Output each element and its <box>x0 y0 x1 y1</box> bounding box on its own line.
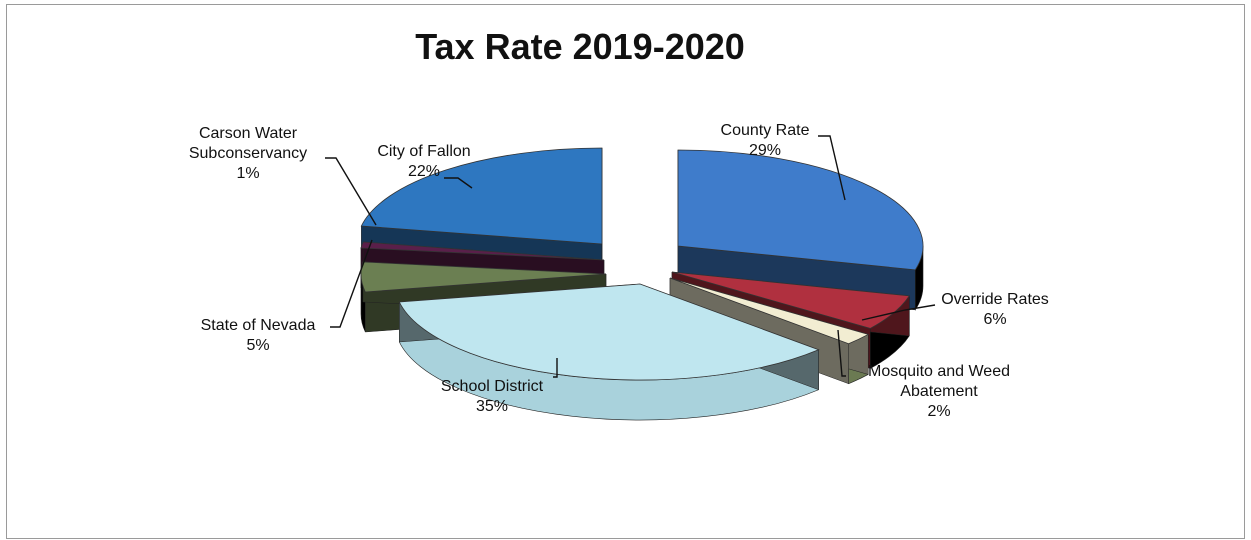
slice-top-county-rate <box>677 149 924 271</box>
slice-label-carson-water-subconservancy: Carson Water Subconservancy 1% <box>189 125 307 182</box>
slice-top-city-of-fallon <box>360 147 603 245</box>
leader-line-state-of-nevada <box>330 239 373 328</box>
leader-line-mosquito-and-weed-abatement <box>837 329 846 377</box>
slice-label-county-rate: County Rate 29% <box>721 122 810 159</box>
chart-title: Tax Rate 2019-2020 <box>415 26 745 67</box>
slice-label-mosquito-and-weed-abatement: Mosquito and Weed Abatement 2% <box>868 363 1010 420</box>
leader-lines <box>325 135 936 378</box>
slice-label-state-of-nevada: State of Nevada 5% <box>201 317 316 354</box>
slice-school-district <box>398 283 820 421</box>
slice-label-city-of-fallon: City of Fallon 22% <box>377 143 470 180</box>
slice-labels: County Rate 29% Override Rates 6% Mosquito a… <box>189 122 1049 420</box>
leader-line-county-rate <box>818 135 846 201</box>
chart-frame <box>6 4 1245 539</box>
slice-label-override-rates: Override Rates 6% <box>941 291 1049 328</box>
leader-line-school-district <box>553 358 558 378</box>
pie-slices <box>360 147 924 421</box>
slice-top-state-of-nevada <box>360 261 607 293</box>
leader-line-city-of-fallon <box>444 177 473 189</box>
leader-line-carson-water-subconservancy <box>325 157 377 226</box>
leader-line-override-rates <box>861 304 936 321</box>
slice-label-school-district: School District 35% <box>441 378 544 415</box>
slice-top-mosquito-and-weed-abatement <box>669 277 870 345</box>
slice-top-school-district <box>398 283 820 381</box>
slice-top-carson-water-subconservancy <box>360 241 605 261</box>
